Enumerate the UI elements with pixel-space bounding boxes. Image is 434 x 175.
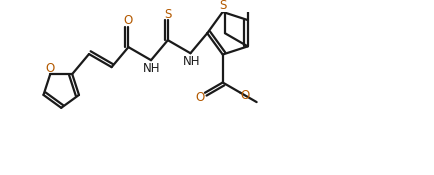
Text: O: O [240,89,249,102]
Text: NH: NH [182,55,200,68]
Text: O: O [195,91,204,104]
Text: NH: NH [143,62,160,75]
Text: S: S [164,8,171,20]
Text: O: O [46,62,55,75]
Text: O: O [124,15,133,27]
Text: S: S [218,0,226,12]
